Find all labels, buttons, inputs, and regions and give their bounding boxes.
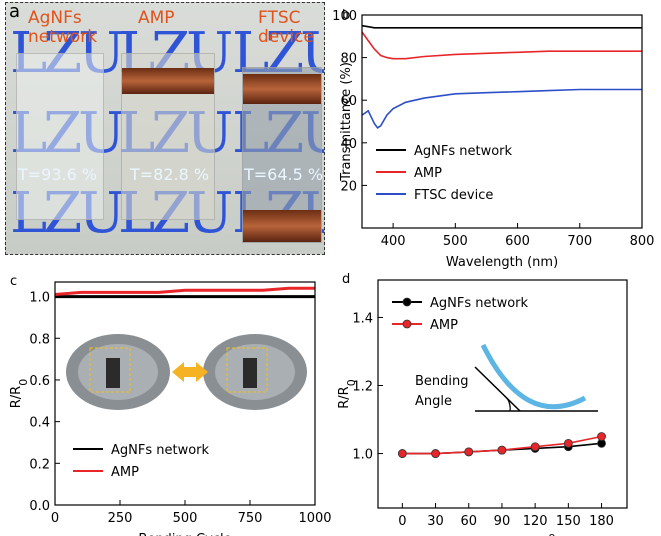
- x-tick-label: 250: [108, 511, 133, 526]
- sample-name: FTSC device: [258, 8, 314, 47]
- inset-label: Angle: [415, 394, 452, 409]
- x-tick-label: 400: [381, 234, 406, 249]
- inset-frame: [226, 347, 268, 393]
- x-tick-label: 180: [589, 514, 614, 529]
- inset-angle: [504, 395, 511, 412]
- inset-arm: [474, 366, 521, 412]
- y-tick-label: 1.0: [29, 291, 50, 306]
- series-line: [361, 24, 642, 29]
- y-tick-label: 1.4: [352, 311, 373, 326]
- x-tick-label: 120: [523, 514, 548, 529]
- legend-label: AgNFs network: [414, 144, 513, 159]
- x-tick-label: 0: [398, 514, 406, 529]
- sample-name: AgNFs network: [28, 8, 98, 47]
- y-tick-label: 100: [332, 9, 357, 24]
- plot-frame: [54, 281, 316, 506]
- panel-label: c: [10, 274, 17, 289]
- x-tick-label: 30: [427, 514, 444, 529]
- legend-label: AgNFs network: [111, 443, 210, 458]
- copper-strip: [243, 210, 321, 242]
- x-tick-label: 1000: [298, 511, 331, 526]
- transmittance-label: T=82.8 %: [130, 165, 210, 184]
- plot-frame: [361, 14, 643, 229]
- series-marker: [563, 438, 573, 448]
- sample-glass: [16, 53, 104, 220]
- copper-strip: [243, 74, 321, 104]
- photo-panel: LZU LZU LZU LZU LZU LZU LZU LZU LZU a Ag…: [5, 2, 325, 255]
- series-marker: [497, 445, 507, 455]
- plot-frame: [377, 279, 628, 509]
- panel-label: b: [342, 8, 350, 23]
- series-marker: [530, 442, 540, 452]
- x-tick-label: 60: [460, 514, 477, 529]
- y-axis-label: R/R0: [337, 379, 358, 408]
- inset-device: [243, 358, 257, 388]
- legend-label: AMP: [414, 166, 442, 181]
- x-axis-label: Bending Cycle: [138, 532, 231, 536]
- x-axis-label: Bending Angle (o): [445, 530, 561, 536]
- series-line: [54, 286, 315, 296]
- inset-label: Bending: [415, 374, 469, 389]
- legend-marker: [402, 297, 412, 307]
- x-tick-label: 750: [238, 511, 263, 526]
- x-axis-label: Wavelength (nm): [446, 255, 558, 270]
- series-marker: [431, 449, 440, 458]
- legend-label: FTSC device: [414, 188, 493, 203]
- y-tick-label: 0.8: [29, 332, 50, 347]
- x-tick-label: 600: [505, 234, 530, 249]
- series-marker: [464, 447, 474, 457]
- transmittance-label: T=93.6 %: [18, 165, 98, 184]
- y-tick-label: 1.2: [352, 379, 373, 394]
- transmittance-label: T=64.5 %: [244, 165, 324, 184]
- y-tick-label: 40: [340, 137, 357, 152]
- y-axis-label: Transmittance (%): [339, 62, 354, 182]
- inset-device: [106, 358, 120, 388]
- inset-frame: [89, 347, 131, 393]
- series-marker: [597, 432, 606, 441]
- y-tick-label: 60: [340, 94, 357, 109]
- double-arrow: [172, 362, 208, 382]
- y-tick-label: 0.6: [29, 374, 50, 389]
- legend-marker: [402, 319, 412, 329]
- series-line: [361, 31, 642, 60]
- series-line: [361, 88, 642, 129]
- y-axis-label-sub: 0: [17, 379, 30, 386]
- legend-label: AMP: [111, 465, 139, 480]
- legend-label: AgNFs network: [430, 296, 529, 311]
- inset-curve: [480, 343, 587, 410]
- sample-glass: [242, 67, 322, 243]
- inset-photos: [66, 334, 307, 410]
- legend-label: AMP: [430, 318, 458, 333]
- y-tick-label: 20: [340, 179, 357, 194]
- sample-name: AMP: [138, 8, 175, 28]
- panel-label: a: [9, 2, 21, 22]
- x-tick-label: 800: [630, 234, 655, 249]
- copper-strip: [122, 68, 214, 94]
- x-tick-label: 700: [567, 234, 592, 249]
- y-tick-label: 0.0: [29, 499, 50, 514]
- x-tick-label: 500: [443, 234, 468, 249]
- x-tick-label: 90: [494, 514, 511, 529]
- y-axis-label: R/R0: [9, 379, 30, 408]
- panel-label: d: [342, 272, 350, 287]
- sample-glass: [121, 53, 215, 220]
- y-tick-label: 1.0: [352, 448, 373, 463]
- y-axis-label-main: R/R: [9, 386, 24, 408]
- x-tick-label: 500: [173, 511, 198, 526]
- x-tick-label: 0: [51, 511, 59, 526]
- series-marker: [397, 449, 407, 458]
- x-axis-label-sup: o: [549, 530, 556, 536]
- y-tick-label: 0.2: [29, 457, 50, 472]
- y-tick-label: 80: [340, 52, 357, 67]
- y-axis-label-sub: 0: [345, 379, 358, 386]
- y-tick-label: 0.4: [29, 416, 50, 431]
- x-tick-label: 150: [556, 514, 581, 529]
- y-axis-label-main: R/R: [337, 386, 352, 408]
